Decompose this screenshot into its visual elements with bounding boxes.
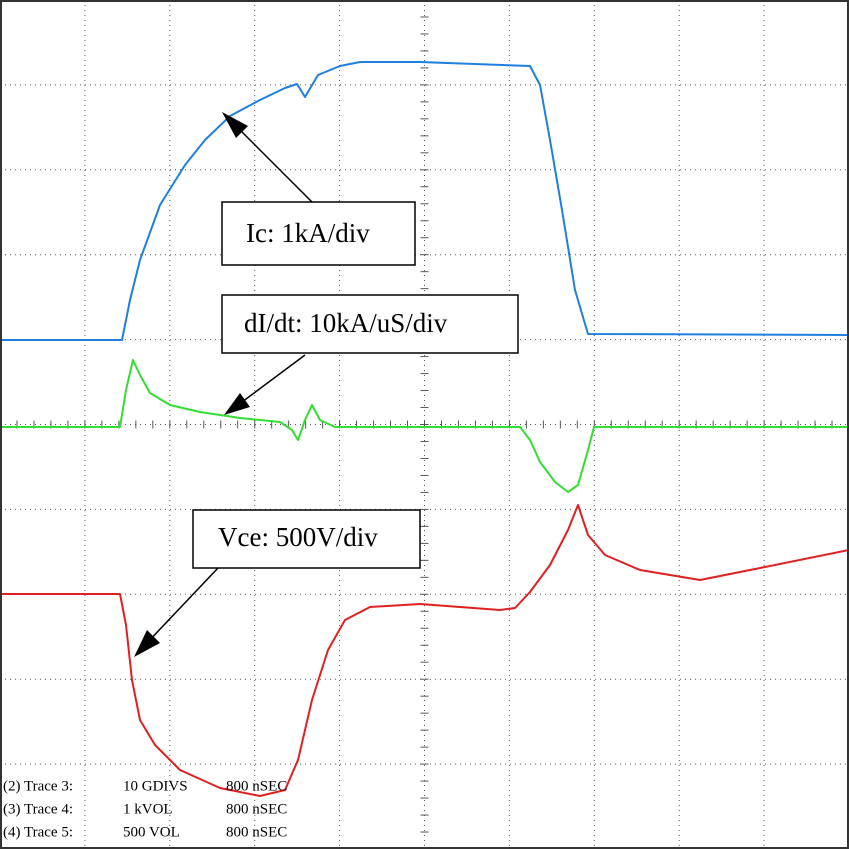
footer-time: 800 nSEC <box>226 801 287 817</box>
annotation-label: Ic: 1kA/div <box>246 218 370 248</box>
footer-time: 800 nSEC <box>226 824 287 840</box>
arrow-line <box>231 121 313 203</box>
arrow-head <box>134 630 160 657</box>
footer-scale: 500 VOL <box>123 824 180 840</box>
label-box <box>221 294 519 354</box>
footer-scale: 10 GDIVS <box>123 778 188 794</box>
arrow-head <box>222 112 248 138</box>
didt-trace <box>0 359 849 493</box>
annotation-label: dI/dt: 10kA/uS/div <box>244 308 448 338</box>
vce-trace <box>0 504 849 797</box>
arrow-head <box>224 393 250 415</box>
footer-trace: (3) Trace 4: <box>3 801 73 817</box>
ic-trace <box>0 61 849 341</box>
footer-trace: (4) Trace 5: <box>3 824 73 840</box>
label-box <box>221 201 416 266</box>
arrow-line <box>144 567 219 646</box>
arrow-line <box>237 354 306 406</box>
footer-scale: 1 kVOL <box>123 801 173 817</box>
annotation-label: Vce: 500V/div <box>218 522 378 552</box>
arrows <box>134 112 313 657</box>
footer-trace: (2) Trace 3: <box>3 778 73 794</box>
footer-time: 800 nSEC <box>226 778 287 794</box>
label-box <box>192 509 421 569</box>
